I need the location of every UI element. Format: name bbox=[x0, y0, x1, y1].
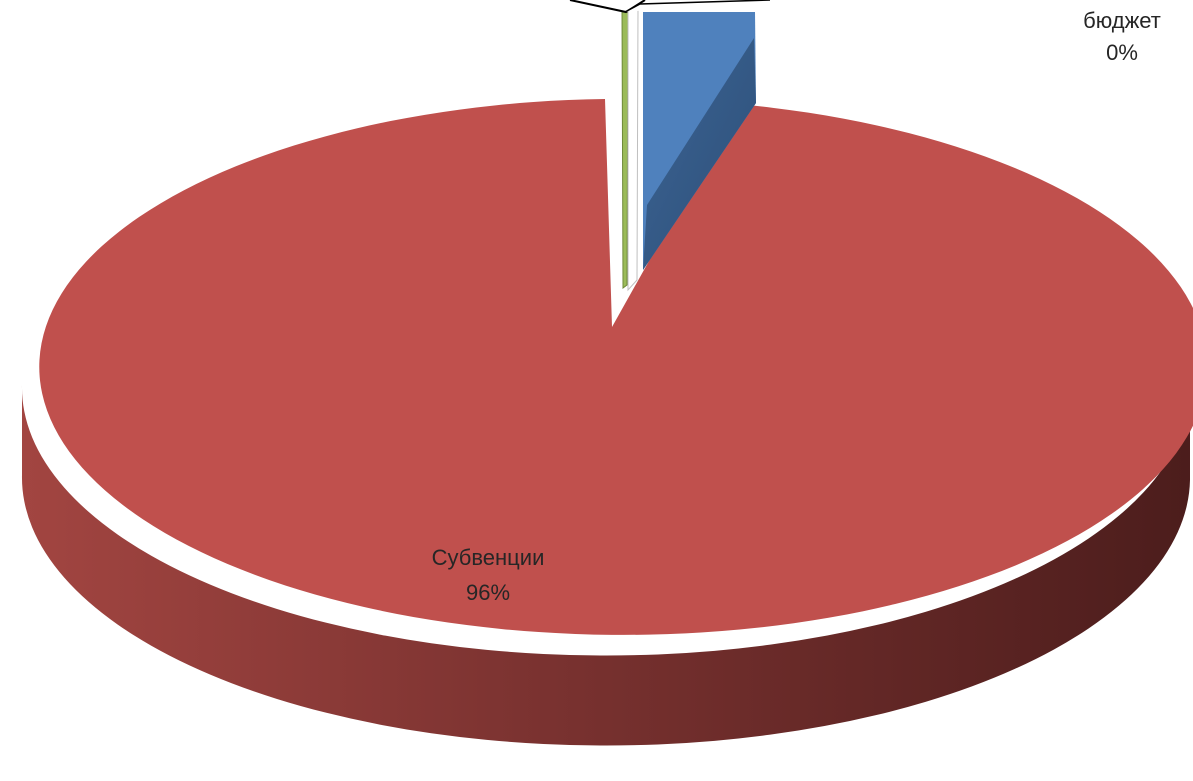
slice-subventions-top bbox=[39, 99, 1193, 635]
label-subventions-name: Субвенции bbox=[432, 545, 545, 570]
slice-green bbox=[621, 7, 629, 289]
label-subventions-percent: 96% bbox=[466, 580, 510, 605]
label-budget-percent: 0% bbox=[1106, 40, 1138, 65]
slice-subventions bbox=[21, 99, 1193, 746]
slice-blue bbox=[643, 12, 756, 270]
slice-budget bbox=[569, 0, 771, 292]
slice-budget-body bbox=[627, 7, 639, 292]
slice-blue-side bbox=[643, 38, 756, 270]
slice-budget-top-cap bbox=[624, 0, 771, 13]
slice-subventions-side bbox=[21, 385, 1190, 746]
label-budget-name: бюджет bbox=[1083, 8, 1161, 33]
